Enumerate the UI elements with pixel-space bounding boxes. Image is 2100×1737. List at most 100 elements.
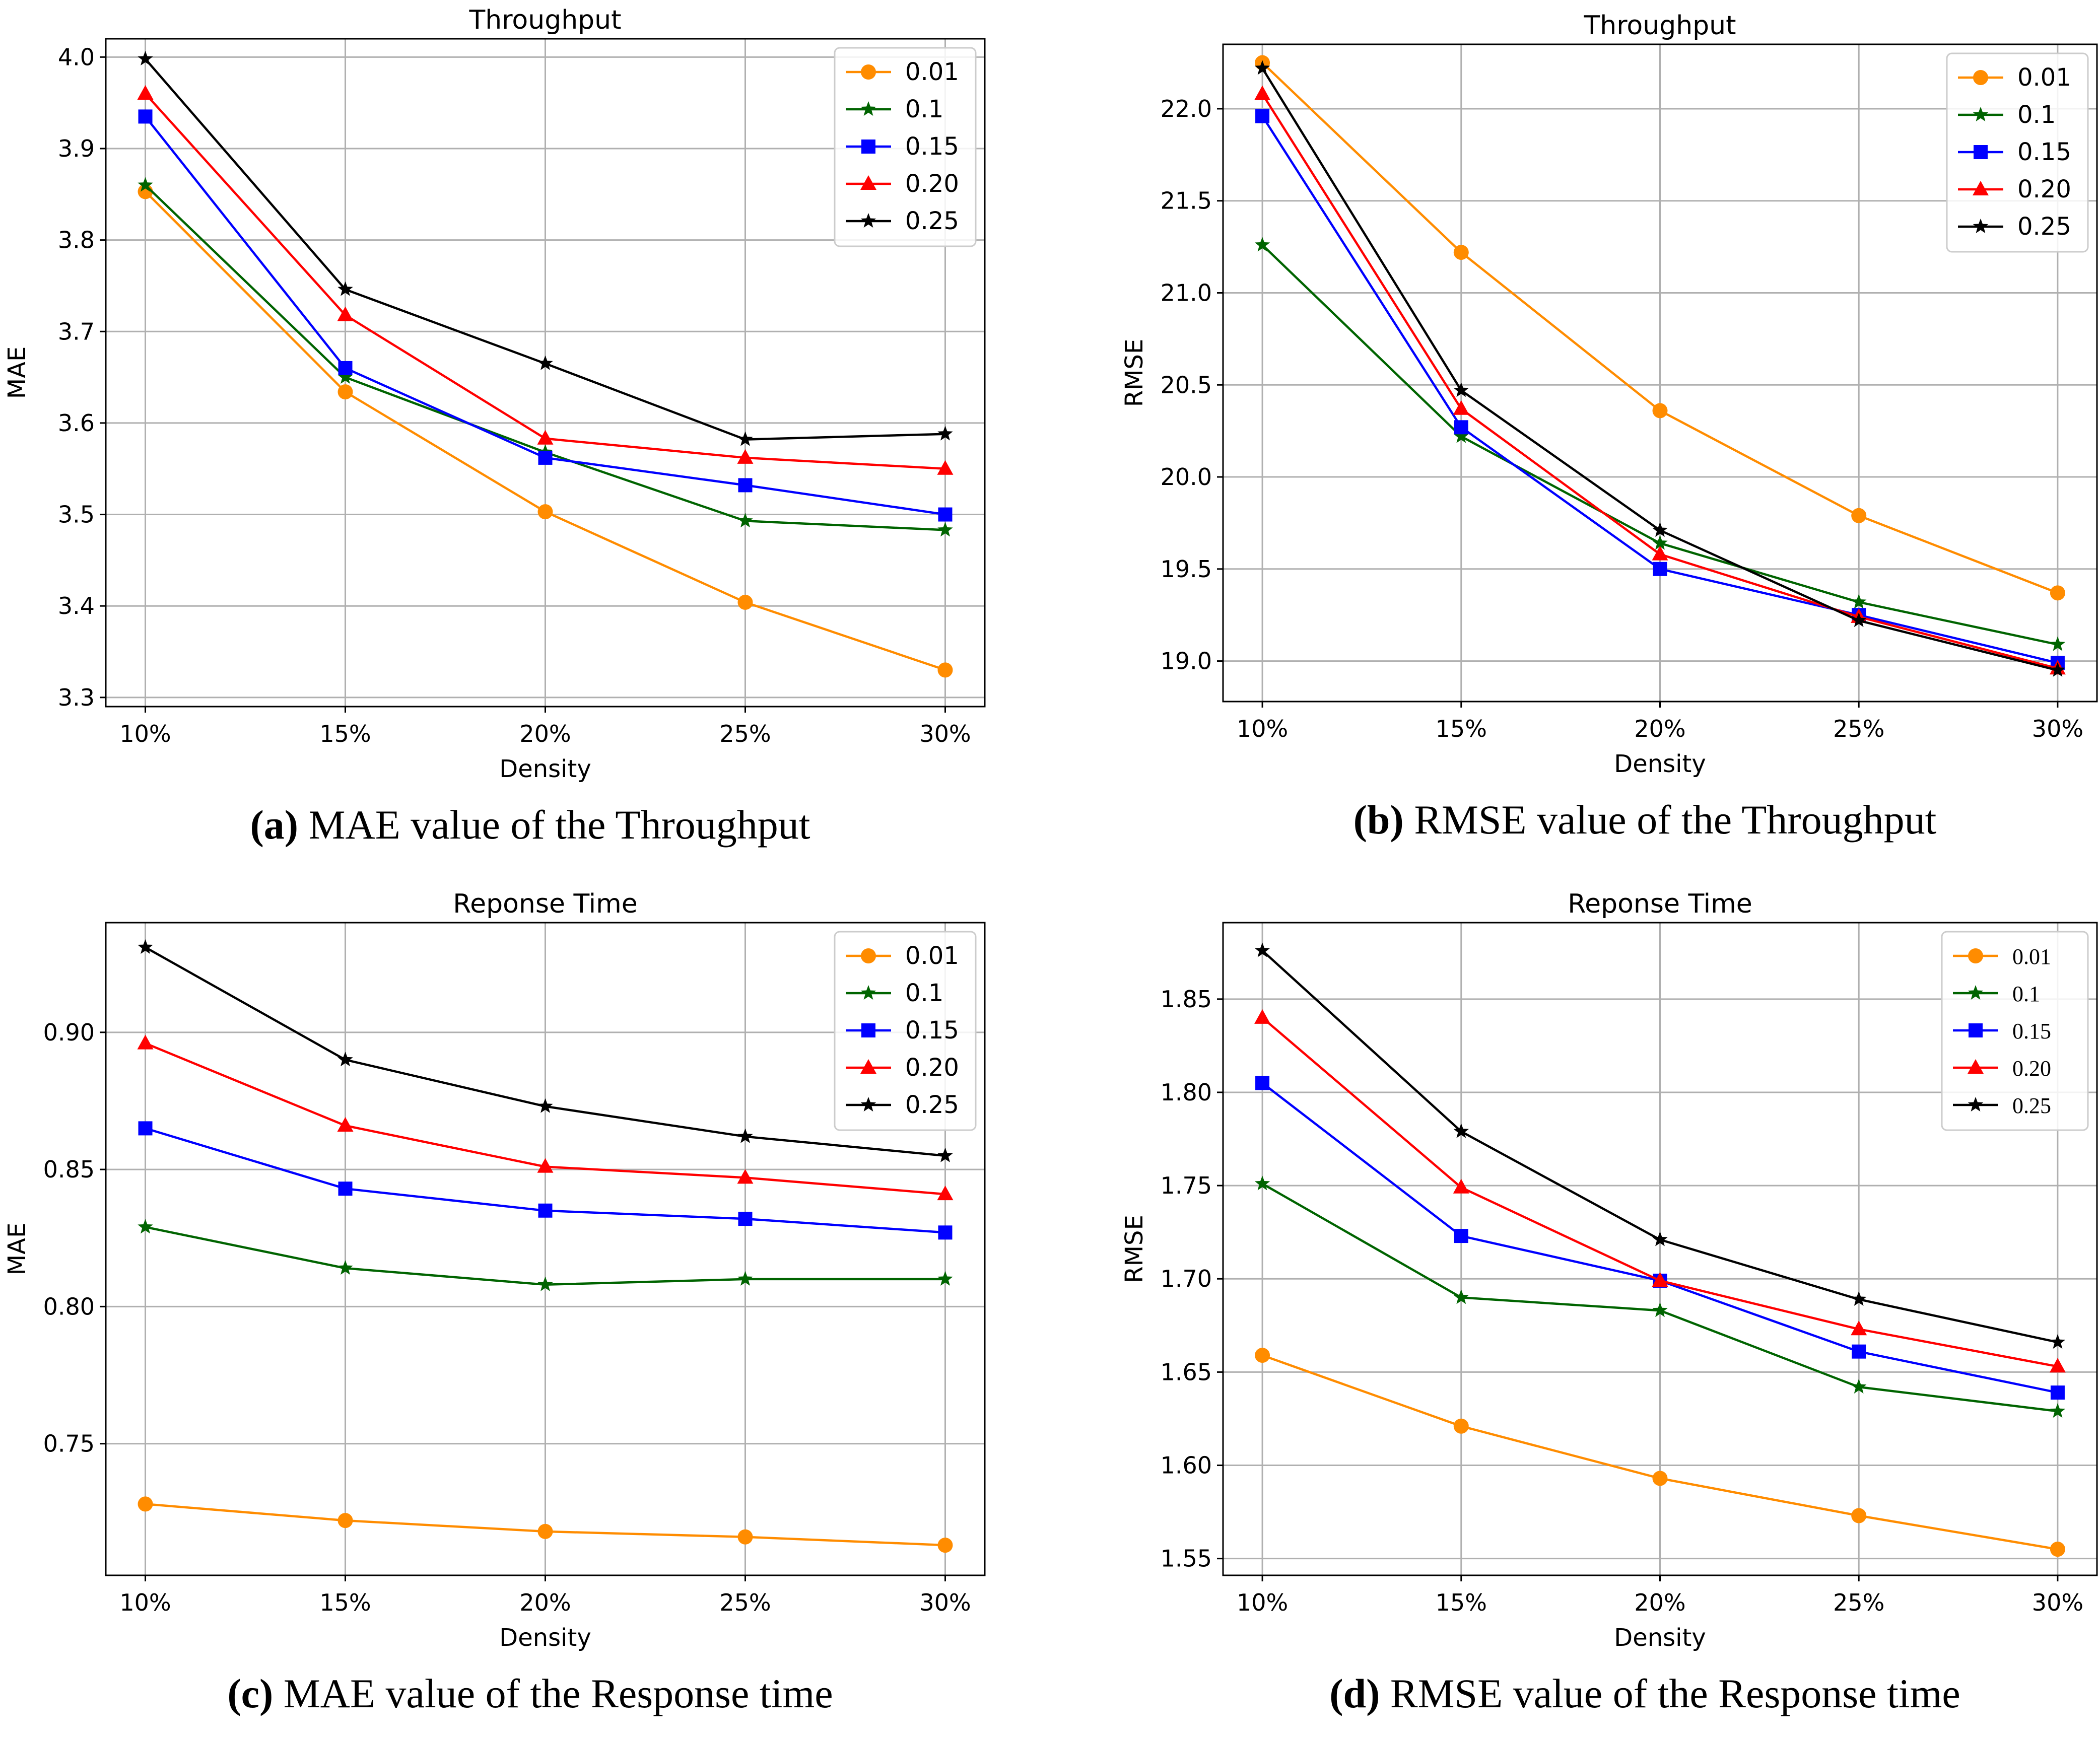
legend-marker: [1973, 181, 1989, 195]
data-point: [1254, 237, 1270, 252]
data-point: [337, 1260, 353, 1275]
data-point: [937, 1147, 953, 1162]
data-point: [2050, 1403, 2066, 1418]
legend-marker: [1968, 1097, 1984, 1111]
y-tick-label: 20.5: [1161, 371, 1212, 398]
legend-marker: [1974, 145, 1988, 159]
data-point: [1652, 1302, 1668, 1317]
data-point: [2050, 636, 2066, 651]
legend-marker: [861, 64, 876, 80]
data-point: [1652, 1231, 1668, 1246]
data-point: [1851, 1508, 1867, 1523]
data-point: [737, 594, 753, 610]
x-tick-label: 30%: [2032, 1589, 2083, 1616]
data-point: [938, 507, 953, 522]
caption-letter: (c): [227, 1671, 273, 1716]
data-point: [138, 1121, 153, 1136]
series-0-20: [137, 85, 954, 475]
x-tick-label: 20%: [519, 720, 571, 747]
legend-label: 0.01: [2017, 63, 2071, 92]
legend-marker: [860, 1059, 876, 1074]
series-0-1: [1254, 237, 2066, 651]
data-point: [937, 1271, 953, 1286]
data-point: [1453, 382, 1469, 397]
data-point: [1254, 1175, 1270, 1191]
x-axis-label: Density: [1614, 750, 1706, 778]
series-0-01: [1255, 55, 2065, 601]
data-point: [1454, 420, 1468, 435]
data-point: [337, 369, 353, 384]
series-0-15: [138, 109, 953, 522]
legend-label: 0.25: [905, 1091, 959, 1119]
legend-marker: [861, 948, 876, 963]
y-tick-label: 3.8: [58, 227, 95, 254]
caption-text: MAE value of the Throughput: [298, 802, 810, 848]
data-point: [1653, 562, 1667, 576]
x-tick-label: 25%: [719, 1589, 771, 1616]
y-tick-label: 0.80: [43, 1293, 95, 1320]
x-tick-label: 15%: [319, 720, 371, 747]
series-0-20: [137, 1034, 954, 1201]
data-point: [737, 1169, 754, 1184]
data-point: [537, 1523, 553, 1539]
y-axis-label: MAE: [3, 1223, 31, 1276]
y-axis-label: RMSE: [1120, 339, 1148, 407]
data-point: [738, 478, 753, 493]
data-point: [937, 460, 954, 475]
legend-marker: [860, 213, 876, 228]
data-point: [538, 1203, 553, 1218]
legend-label: 0.01: [2012, 944, 2051, 969]
chart-title: Reponse Time: [1568, 889, 1752, 919]
y-tick-label: 1.70: [1161, 1265, 1212, 1292]
data-point: [1254, 60, 1270, 75]
data-point: [338, 361, 353, 375]
y-tick-label: 3.7: [58, 318, 95, 345]
data-point: [2050, 1542, 2065, 1557]
data-point: [137, 1034, 154, 1050]
data-point: [337, 384, 353, 400]
x-tick-label: 30%: [2032, 715, 2083, 742]
y-tick-label: 1.75: [1161, 1172, 1212, 1199]
caption-text: MAE value of the Response time: [273, 1671, 833, 1716]
x-tick-label: 15%: [319, 1589, 371, 1616]
data-point: [1453, 428, 1469, 443]
x-tick-label: 20%: [1634, 1589, 1685, 1616]
legend-marker: [1973, 219, 1989, 233]
legend-label: 0.15: [905, 132, 959, 161]
legend: 0.01 0.1 0.15 0.20 0.25: [834, 931, 977, 1131]
legend-box: [834, 47, 977, 247]
legend-label: 0.15: [905, 1016, 959, 1045]
legend-label: 0.25: [2012, 1093, 2051, 1118]
chart-panel-a: 10% 15% 20% 25% 30% 3.3 3.4 3.5 3.6 3.7 3.8 3.9 4.0 T…: [3, 5, 986, 783]
legend-label: 0.20: [905, 1054, 959, 1082]
legend-marker: [860, 985, 876, 1000]
data-point: [537, 355, 553, 370]
data-point: [1453, 1289, 1469, 1304]
data-point: [337, 1052, 353, 1067]
x-tick-label: 25%: [719, 720, 771, 747]
data-point: [538, 450, 553, 465]
data-point: [537, 430, 554, 445]
x-axis-label: Density: [499, 1624, 591, 1652]
legend-marker: [1973, 107, 1989, 121]
data-point: [1852, 1344, 1866, 1359]
data-point: [138, 1219, 153, 1234]
x-tick-label: 10%: [1237, 715, 1288, 742]
y-tick-label: 1.80: [1161, 1079, 1212, 1106]
series-0-15: [138, 1121, 953, 1240]
data-point: [1652, 1471, 1668, 1486]
x-tick-label: 30%: [919, 1589, 971, 1616]
series-0-25: [1254, 942, 2066, 1349]
chart-title: Throughput: [1583, 11, 1736, 41]
legend-label: 0.25: [2017, 213, 2071, 241]
x-tick-label: 30%: [919, 720, 971, 747]
data-point: [1652, 545, 1668, 561]
legend-label: 0.1: [2017, 101, 2056, 129]
x-tick-label: 10%: [1237, 1589, 1288, 1616]
data-point: [1652, 522, 1668, 537]
data-point: [1453, 1123, 1469, 1138]
y-tick-label: 1.60: [1161, 1452, 1212, 1479]
legend-marker: [1969, 1023, 1983, 1037]
data-point: [138, 939, 153, 954]
